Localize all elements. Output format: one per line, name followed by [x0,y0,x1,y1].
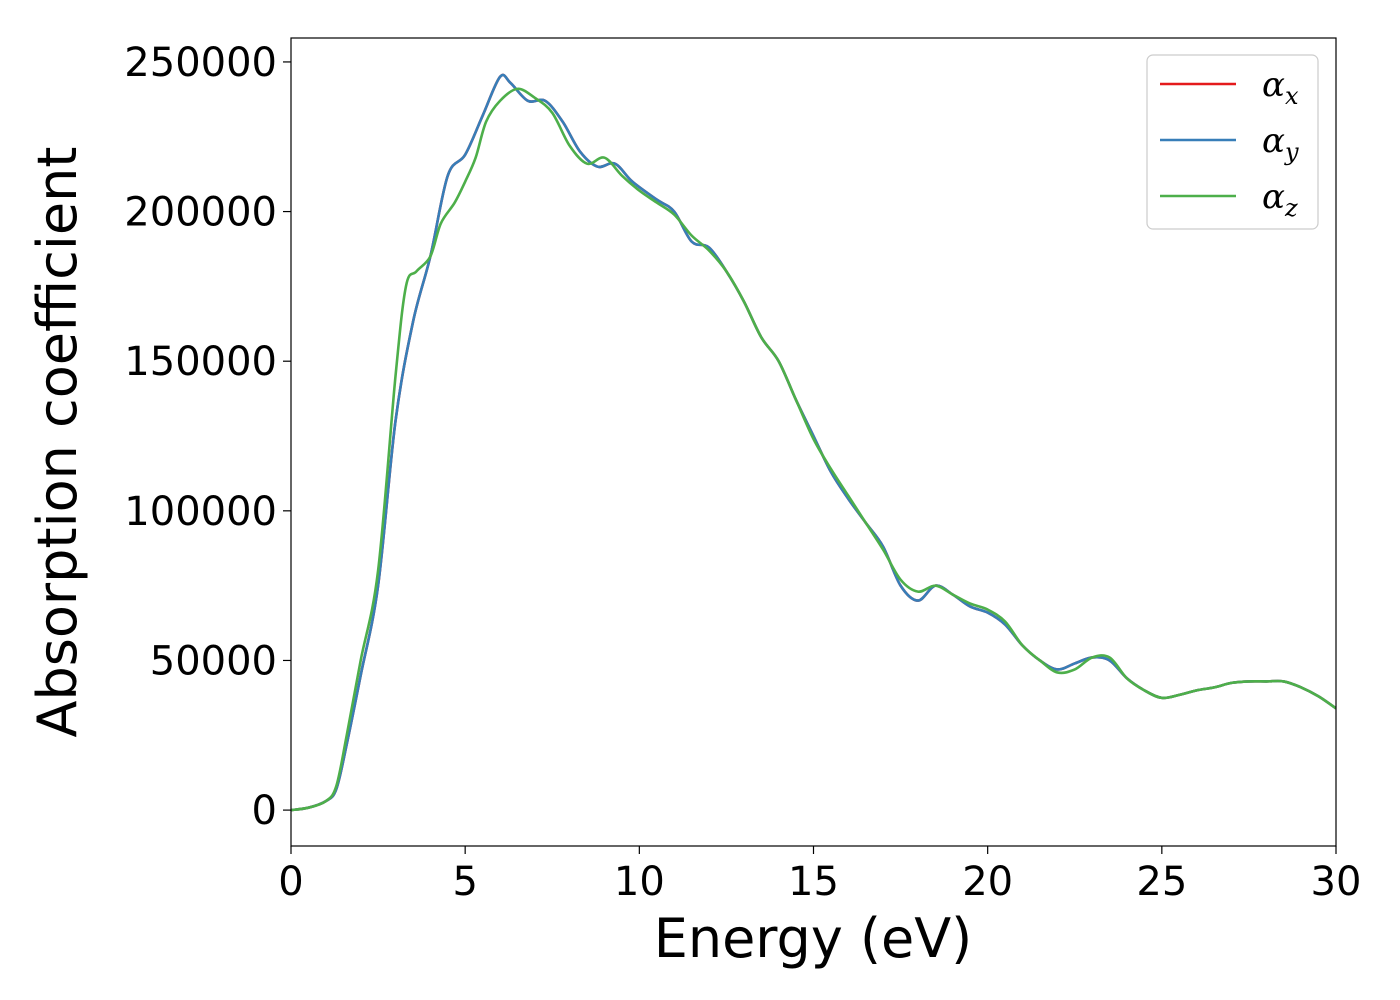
y-axis-label: Absorption coefficient [26,147,89,738]
x-tick-label: 0 [278,859,303,905]
legend-box [1146,54,1319,230]
x-tick-label: 10 [614,859,665,905]
legend-subscript: z [1284,194,1298,222]
legend-symbol: α [1262,177,1285,217]
legend-label-y: αy [1262,121,1299,166]
y-tick-label: 200000 [124,190,277,236]
x-tick-label: 15 [788,859,839,905]
legend-subscript: x [1285,82,1299,110]
y-tick-label: 0 [252,788,277,834]
x-axis: 0 5 10 15 20 25 30 [278,846,1361,905]
y-tick-label: 250000 [124,40,277,86]
x-tick-label: 20 [962,859,1013,905]
series-layer [291,73,1336,812]
x-axis-label: Energy (eV) [654,907,973,970]
legend-symbol: α [1262,65,1285,105]
x-tick-label: 30 [1311,859,1362,905]
series-line-z [291,87,1336,812]
y-tick-label: 150000 [124,339,277,385]
y-axis: 0 50000 100000 150000 200000 250000 [124,40,291,834]
legend-label-z: αz [1262,177,1298,222]
x-tick-label: 25 [1136,859,1187,905]
legend-subscript: y [1284,138,1299,166]
x-tick-label: 5 [452,859,477,905]
plot-area [290,37,1337,847]
y-tick-label: 100000 [124,489,277,535]
legend-label-x: αx [1262,65,1299,110]
legend-symbol: α [1262,121,1285,161]
y-tick-label: 50000 [150,638,277,684]
